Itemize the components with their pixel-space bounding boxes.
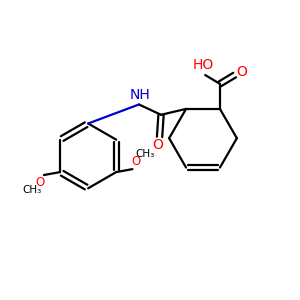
Text: CH₃: CH₃ xyxy=(135,149,154,159)
Text: O: O xyxy=(36,176,45,189)
Text: O: O xyxy=(237,65,248,79)
Text: O: O xyxy=(153,138,164,152)
Text: HO: HO xyxy=(193,58,214,72)
Text: O: O xyxy=(131,155,141,168)
Text: NH: NH xyxy=(130,88,151,102)
Text: CH₃: CH₃ xyxy=(22,185,41,195)
